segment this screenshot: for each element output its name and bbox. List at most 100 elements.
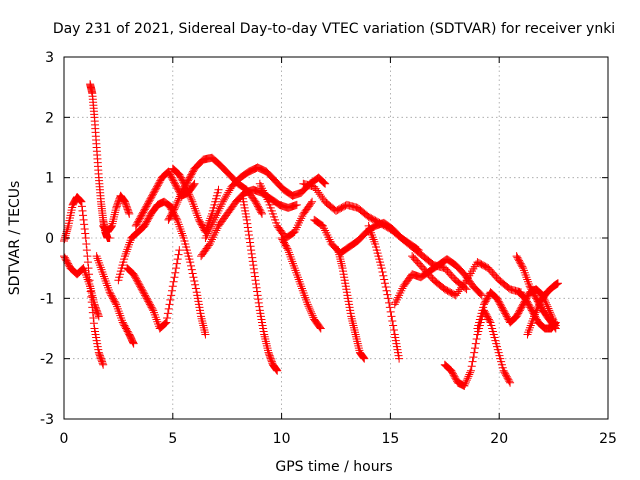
data-point (471, 339, 480, 348)
data-point (389, 326, 398, 335)
data-point (174, 196, 183, 205)
data-point (124, 208, 133, 217)
data-point (250, 268, 259, 277)
data-point (61, 231, 70, 240)
data-point (165, 300, 174, 309)
data-point (172, 200, 181, 209)
data-point (306, 307, 315, 316)
data-point (76, 197, 85, 206)
data-point (214, 185, 223, 194)
data-series-arc-7 (123, 246, 184, 333)
y-axis-label: SDTVAR / TECUs (7, 181, 23, 296)
x-tick-label: 0 (60, 431, 69, 447)
y-tick-label: -3 (40, 412, 54, 428)
data-point (413, 245, 422, 254)
data-point (388, 316, 397, 325)
data-point (466, 368, 475, 377)
data-point (187, 195, 196, 204)
x-tick-label: 15 (381, 431, 399, 447)
data-point (129, 339, 138, 348)
data-point (253, 287, 262, 296)
data-series-arc-27 (523, 279, 562, 339)
y-tick-label: 0 (45, 231, 54, 247)
data-point (168, 282, 177, 291)
data-series-arc-11 (166, 203, 210, 339)
data-point (387, 312, 396, 321)
data-point (257, 208, 266, 217)
data-point (63, 223, 72, 232)
data-point (315, 323, 324, 332)
data-point (189, 273, 198, 282)
data-point (464, 372, 473, 381)
data-point (359, 353, 368, 362)
data-point (250, 272, 259, 281)
data-series-arc-5 (99, 191, 134, 236)
data-point (175, 246, 184, 255)
x-axis-label: GPS time / hours (275, 459, 392, 475)
data-point (307, 309, 316, 318)
data-series-arc-22 (408, 252, 525, 300)
data-point (543, 302, 552, 311)
data-point (183, 186, 192, 195)
data-point (530, 310, 539, 319)
data-point (551, 318, 560, 327)
data-point (381, 283, 390, 292)
data-point (244, 227, 253, 236)
data-point (172, 259, 181, 268)
data-point (461, 379, 470, 388)
data-point (61, 233, 70, 242)
data-point (283, 244, 292, 253)
data-point (98, 359, 107, 368)
data-point (414, 246, 423, 255)
data-point (533, 304, 542, 313)
data-point (94, 312, 103, 321)
data-point (163, 313, 172, 322)
data-series-arc-15 (255, 179, 317, 242)
data-point (170, 273, 179, 282)
data-series-arc-19 (334, 246, 369, 363)
data-point (252, 283, 261, 292)
data-point (505, 377, 514, 386)
data-point (167, 291, 176, 300)
data-point (246, 238, 255, 247)
y-tick-label: -2 (40, 352, 54, 368)
x-tick-label: 5 (168, 431, 177, 447)
data-point (258, 209, 267, 218)
data-point (534, 301, 543, 310)
data-point (273, 366, 282, 375)
x-tick-label: 25 (599, 431, 617, 447)
data-point (308, 311, 317, 320)
data-point (385, 298, 394, 307)
data-point (129, 338, 138, 347)
data-point (187, 261, 196, 270)
data-point (148, 304, 157, 313)
data-point (175, 194, 184, 203)
data-series-arc-16 (277, 234, 325, 333)
data-series-arc-13 (201, 163, 330, 242)
data-point (247, 249, 256, 258)
data-point (252, 280, 261, 289)
data-point (530, 312, 539, 321)
data-point (105, 234, 114, 242)
data-point (380, 275, 389, 284)
data-point (172, 214, 181, 223)
data-point (164, 304, 173, 313)
data-series-arc-20 (364, 221, 404, 363)
data-point (463, 374, 472, 383)
data-point (185, 192, 194, 201)
y-tick-label: 3 (45, 50, 54, 66)
data-point (166, 295, 175, 304)
data-point (308, 197, 317, 206)
data-point (254, 295, 263, 304)
data-point (83, 258, 92, 267)
data-point (80, 224, 89, 233)
data-point (173, 198, 182, 207)
data-point (395, 354, 404, 363)
data-point (60, 235, 69, 244)
data-point (78, 206, 87, 215)
data-point (160, 319, 169, 328)
data-point (477, 291, 486, 300)
data-point (186, 194, 195, 203)
